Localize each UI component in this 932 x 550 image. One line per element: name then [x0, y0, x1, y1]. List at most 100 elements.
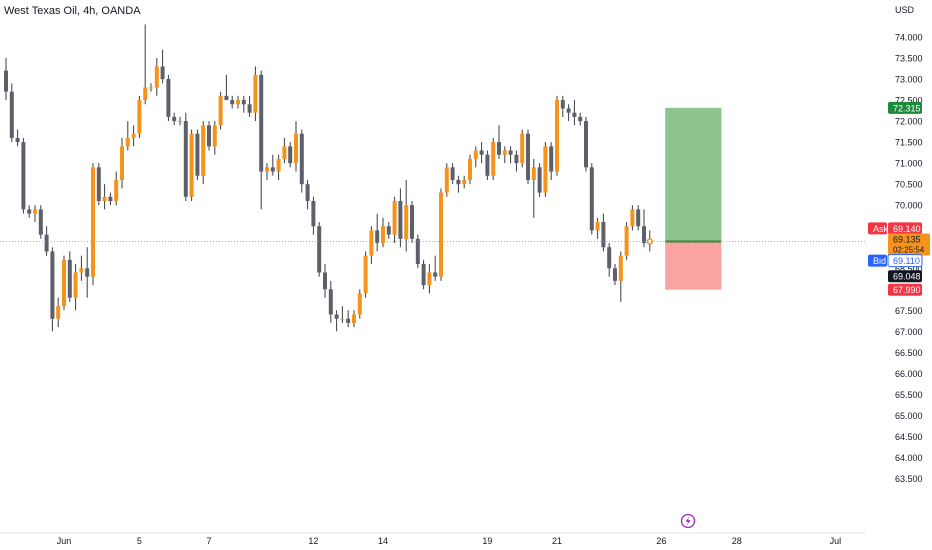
candle: [108, 192, 113, 206]
candle: [450, 163, 455, 185]
candle: [160, 49, 165, 84]
candle-body: [4, 70, 8, 92]
candle-body: [27, 209, 32, 214]
candle-body: [143, 87, 148, 101]
x-tick-label: 7: [206, 536, 211, 546]
candle-body: [236, 100, 240, 105]
candle-body: [317, 226, 322, 273]
candle-body: [439, 192, 443, 277]
y-tick-label: 68.500: [895, 264, 923, 274]
candle-body: [479, 150, 484, 155]
target-price-badge: 72.315: [888, 101, 922, 114]
position-tool[interactable]: [665, 107, 722, 290]
candle-body: [572, 112, 577, 117]
candle-body: [624, 226, 629, 256]
bid-price-badge-text: 69.110: [893, 256, 920, 266]
candle: [288, 142, 293, 168]
y-tick-label: 74.000: [895, 33, 923, 43]
candle: [526, 129, 530, 185]
candle-body: [67, 259, 72, 298]
candle: [189, 129, 194, 201]
candle-body: [410, 205, 414, 239]
candle: [73, 264, 78, 311]
candle: [224, 74, 229, 101]
candle-body: [328, 289, 333, 315]
candle-body: [50, 251, 55, 319]
candle: [154, 58, 159, 96]
time-axis[interactable]: Jun 5 7 12 14 19 21 26 28 Jul: [57, 536, 841, 546]
candle-body: [421, 264, 426, 286]
candle-body: [526, 133, 530, 180]
candle-body: [502, 150, 507, 155]
y-tick-label: 70.000: [895, 201, 923, 211]
x-tick-label: 26: [656, 536, 666, 546]
y-tick-label: 63.500: [895, 474, 923, 484]
y-tick-label: 72.500: [895, 96, 923, 106]
candle-body: [270, 167, 275, 172]
bid-label-badge-bg: [868, 254, 887, 267]
candle: [9, 83, 14, 143]
candle: [531, 158, 536, 218]
candle: [294, 121, 298, 172]
countdown-text: 02:25:54: [893, 246, 925, 255]
candle-body: [160, 66, 165, 80]
candle-body: [108, 196, 113, 201]
candle-body: [73, 272, 78, 298]
lightning-icon[interactable]: [680, 513, 696, 529]
candle-body: [125, 137, 130, 147]
candle: [259, 70, 264, 210]
candle-body: [415, 238, 420, 265]
candle: [96, 163, 101, 206]
candle: [624, 222, 629, 260]
candle-body: [230, 100, 235, 105]
candle: [230, 95, 235, 109]
candle-body: [9, 91, 14, 138]
candle: [305, 179, 310, 210]
candles-layer: [4, 24, 654, 332]
candle-body: [44, 234, 49, 252]
candle-body: [595, 222, 600, 231]
candle-body: [62, 259, 66, 307]
candle-body: [508, 150, 513, 155]
candle: [584, 116, 588, 172]
candle: [218, 91, 223, 130]
candle-body: [323, 272, 327, 290]
candle: [38, 205, 43, 239]
stop-zone[interactable]: [665, 241, 722, 290]
candle: [456, 175, 461, 193]
candle: [282, 137, 287, 164]
candle-body: [601, 222, 606, 248]
candle-body: [578, 116, 583, 122]
candle-body: [404, 205, 409, 239]
candle-body: [212, 125, 217, 147]
y-tick-label: 73.000: [895, 75, 923, 85]
x-tick-label: 19: [482, 536, 492, 546]
target-zone[interactable]: [665, 107, 722, 242]
candle-body: [386, 226, 391, 235]
candle-body: [195, 133, 200, 176]
bid-label-badge: Bid: [868, 254, 887, 267]
candle-body: [21, 142, 26, 210]
bid-label-badge-text: Bid: [873, 256, 886, 266]
symbol-title[interactable]: West Texas Oil, 4h, OANDA: [4, 5, 141, 17]
candle-body: [172, 116, 177, 122]
candle-body: [288, 146, 293, 164]
low-price-badge-bg: [888, 270, 922, 283]
currency-label: USD: [895, 5, 915, 15]
candle: [131, 125, 136, 147]
candle: [502, 146, 507, 164]
candle-body: [56, 306, 61, 319]
candle-body: [444, 167, 449, 193]
candle: [398, 188, 403, 248]
ask-label-badge-bg: [868, 222, 887, 235]
candle: [444, 163, 449, 197]
candle-body: [566, 108, 571, 113]
candle-body: [131, 133, 136, 138]
candle: [334, 310, 339, 332]
candle: [67, 251, 72, 302]
candle: [201, 121, 206, 185]
candle: [543, 142, 548, 197]
candle-body: [485, 154, 490, 176]
